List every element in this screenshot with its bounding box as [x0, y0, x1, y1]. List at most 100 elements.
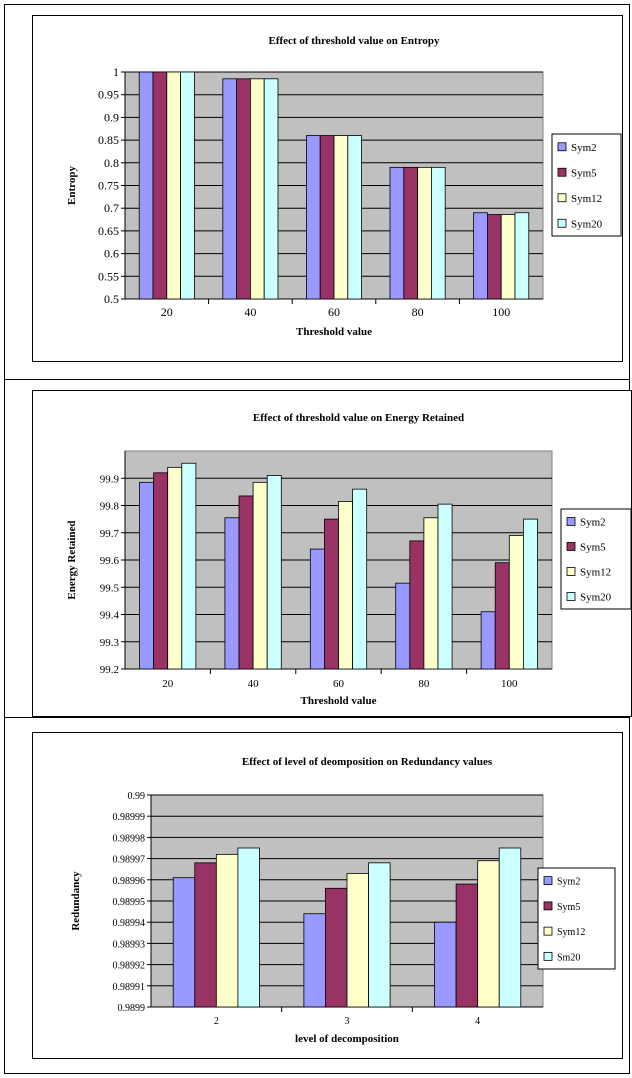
x-tick-label: 100 — [501, 678, 518, 690]
bar-sym2-60 — [306, 135, 321, 300]
legend-label-sym2: Sym2 — [580, 517, 606, 529]
chart-title: Effect of threshold value on Entropy — [268, 35, 440, 47]
legend-label-sym12: Sym12 — [557, 927, 585, 938]
y-tick-label: 0.9 — [104, 110, 119, 124]
legend-swatch-sm20 — [543, 951, 553, 961]
legend-label-sym5: Sym5 — [571, 167, 597, 179]
y-tick-label: 0.85 — [98, 133, 119, 147]
bar-sym2-40 — [224, 517, 240, 670]
y-tick-label: 0.98998 — [113, 833, 146, 844]
y-tick-label: 0.5 — [104, 292, 119, 306]
y-tick-label: 0.75 — [98, 179, 119, 193]
bar-sym12-80 — [423, 517, 439, 670]
bar-sym12-20 — [166, 71, 181, 300]
bar-sym12-100 — [500, 214, 516, 300]
legend-swatch-sym12 — [543, 926, 553, 936]
y-tick-label: 0.6 — [104, 247, 119, 261]
legend-label-sm20: Sm20 — [557, 952, 580, 963]
legend-swatch-sym5 — [557, 167, 567, 177]
y-tick-label: 0.99 — [128, 791, 146, 802]
bar-sym2-60 — [309, 548, 325, 670]
y-tick-label: 0.98999 — [113, 812, 146, 823]
bar-sym5-100 — [494, 562, 510, 670]
bar-sym2-40 — [222, 78, 238, 300]
y-tick-label: 0.98991 — [113, 982, 146, 993]
y-tick-label: 99.8 — [100, 501, 120, 513]
bar-sym20-40 — [263, 78, 279, 300]
x-tick-label: 4 — [475, 1016, 480, 1027]
legend-label-sym5: Sym5 — [557, 902, 580, 913]
x-tick-label: 2 — [214, 1016, 219, 1027]
bar-sym5-4 — [455, 883, 479, 1008]
y-tick-label: 99.7 — [100, 528, 120, 540]
bar-sym5-100 — [487, 214, 502, 300]
bar-sym20-60 — [347, 135, 362, 300]
bar-sym2-20 — [139, 481, 155, 670]
chart-title: Effect of threshold value on Energy Reta… — [253, 412, 464, 424]
y-tick-label: 0.98992 — [113, 961, 146, 972]
table-cell-redundancy: Effect of level of deomposition on Redun… — [4, 717, 630, 1074]
bar-sym12-60 — [333, 135, 349, 300]
x-tick-label: 20 — [161, 305, 173, 319]
y-tick-label: 99.5 — [100, 582, 120, 594]
bar-sym2-80 — [395, 582, 411, 670]
legend-label-sym2: Sym2 — [571, 142, 597, 154]
y-tick-label: 0.98993 — [113, 939, 146, 950]
bar-sym12-20 — [167, 466, 183, 670]
y-tick-label: 1 — [113, 65, 119, 79]
y-tick-label: 99.9 — [100, 473, 120, 485]
bar-sym2-4 — [434, 921, 457, 1008]
bar-sym5-40 — [236, 78, 251, 300]
bar-sym12-2 — [215, 853, 239, 1008]
x-axis-label: level of decomposition — [295, 1033, 399, 1045]
legend-swatch-sym20 — [566, 592, 576, 601]
bar-sym2-2 — [172, 877, 196, 1008]
y-tick-label: 0.98996 — [113, 876, 146, 887]
legend-swatch-sym5 — [543, 901, 553, 911]
bar-sym2-100 — [480, 611, 496, 670]
entropy-chart: Effect of threshold value on Entropy 0.5 0… — [66, 35, 622, 338]
table-cell-energy: Effect of threshold value on Energy Reta… — [4, 379, 632, 718]
bar-sym5-2 — [194, 862, 217, 1008]
legend-label-sym2: Sym2 — [557, 877, 580, 888]
legend-swatch-sym12 — [557, 193, 567, 203]
x-tick-label: 3 — [345, 1016, 350, 1027]
bar-sym12-3 — [346, 873, 369, 1008]
legend-label-sym12: Sym12 — [571, 193, 602, 205]
bar-sym2-3 — [303, 913, 326, 1008]
bar-sym12-80 — [417, 166, 432, 300]
x-axis-label: Threshold value — [296, 326, 372, 338]
bar-sym20-80 — [437, 503, 453, 670]
bar-sym5-60 — [319, 135, 335, 300]
x-tick-label: 20 — [162, 678, 174, 690]
y-axis-label: Redundancy — [70, 871, 82, 931]
bar-sym5-80 — [403, 166, 418, 300]
legend-swatch-sym2 — [557, 142, 567, 152]
y-tick-label: 0.98994 — [113, 918, 146, 929]
bar-sym5-80 — [409, 540, 425, 670]
energy-chart-frame: Effect of threshold value on Energy Reta… — [32, 390, 632, 717]
bar-sym5-60 — [324, 518, 339, 670]
y-tick-label: 0.7 — [104, 201, 119, 215]
entropy-chart-frame: Effect of threshold value on Entropy 0.5 0… — [32, 15, 623, 362]
legend-swatch-sym2 — [543, 876, 553, 886]
bar-sym5-20 — [152, 71, 168, 300]
x-axis-label: Threshold value — [301, 695, 377, 707]
y-axis-label: Energy Retained — [66, 520, 78, 599]
x-tick-label: 60 — [328, 305, 340, 319]
y-axis-label: Entropy — [66, 166, 78, 205]
legend-label-sym5: Sym5 — [580, 542, 606, 554]
table-cell-entropy: Effect of threshold value on Entropy 0.5 0… — [4, 4, 630, 380]
y-tick-label: 99.6 — [100, 555, 120, 567]
bar-sym5-20 — [153, 472, 169, 670]
legend-label-sym12: Sym12 — [580, 567, 611, 579]
bar-sym20-100 — [514, 212, 530, 300]
x-tick-label: 80 — [418, 678, 430, 690]
bar-sym5-3 — [325, 887, 348, 1008]
redundancy-chart-frame: Effect of level of deomposition on Redun… — [32, 732, 623, 1059]
bar-sm20-2 — [237, 847, 260, 1008]
bar-sym12-100 — [508, 535, 524, 670]
legend-swatch-sym2 — [566, 517, 576, 526]
bar-sym12-60 — [338, 501, 353, 670]
legend-label-sym20: Sym20 — [580, 592, 612, 604]
